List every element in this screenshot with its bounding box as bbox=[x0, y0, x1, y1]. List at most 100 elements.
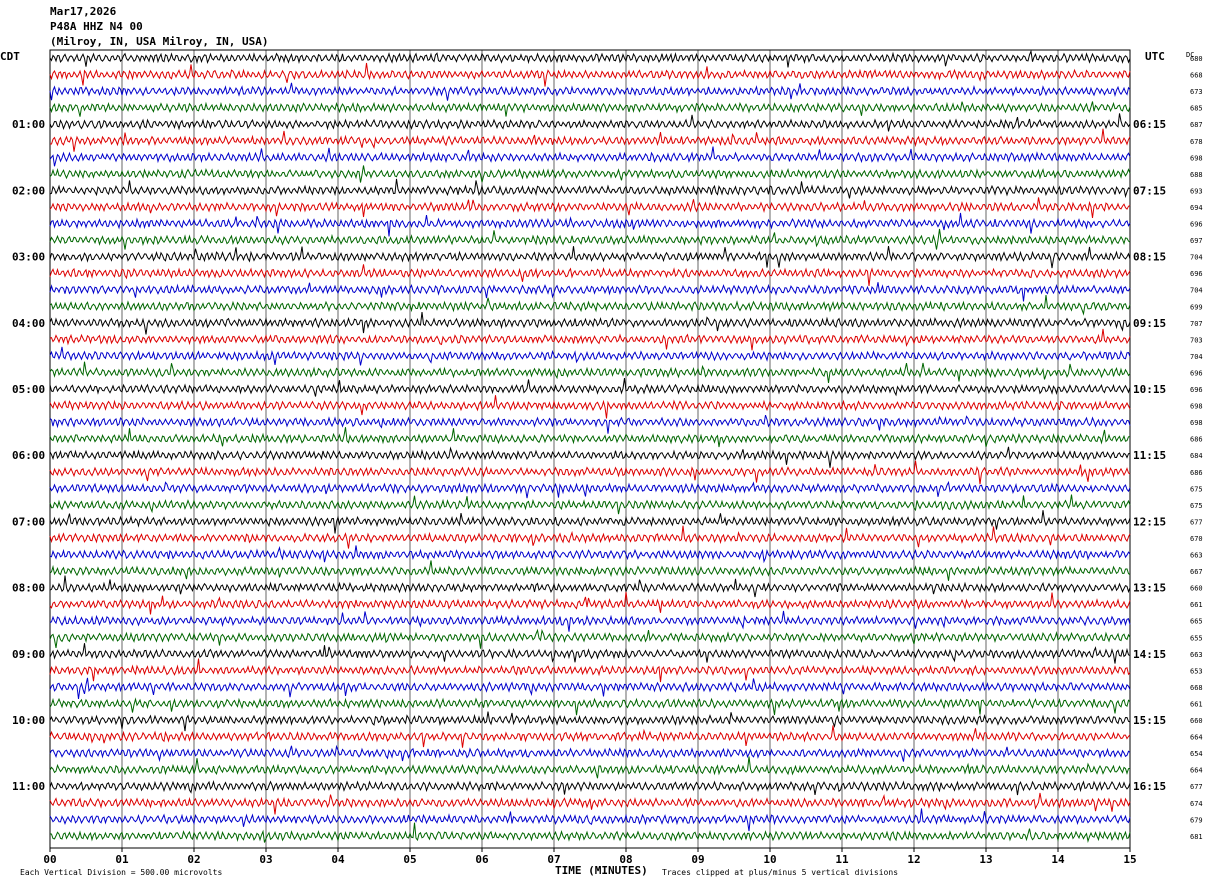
trace-group bbox=[49, 49, 1131, 844]
dc-offset-value: 678 bbox=[1190, 138, 1203, 146]
cdt-hour-label: 02:00 bbox=[12, 184, 45, 197]
seismic-trace bbox=[49, 146, 1131, 167]
utc-hour-label: 09:15 bbox=[1133, 317, 1166, 330]
seismic-trace bbox=[49, 113, 1131, 132]
seismic-trace bbox=[49, 446, 1131, 468]
seismic-trace bbox=[49, 427, 1131, 448]
seismic-trace bbox=[49, 480, 1131, 499]
x-tick-label: 12 bbox=[907, 853, 920, 866]
seismic-trace bbox=[49, 282, 1131, 302]
x-tick-label: 05 bbox=[403, 853, 416, 866]
utc-hour-label: 11:15 bbox=[1133, 449, 1166, 462]
dc-offset-value: 685 bbox=[1190, 105, 1203, 113]
seismic-trace bbox=[49, 346, 1131, 366]
x-tick-label: 13 bbox=[979, 853, 992, 866]
cdt-hour-label: 03:00 bbox=[12, 251, 45, 264]
dc-offset-value: 668 bbox=[1190, 72, 1203, 80]
cdt-hour-labels: 01:00 02:00 03:00 04:00 05:00 06:00 07:00 08:00… bbox=[12, 118, 45, 793]
cdt-hour-label: 06:00 bbox=[12, 449, 45, 462]
seismic-trace bbox=[49, 414, 1131, 434]
seismic-trace bbox=[49, 312, 1131, 335]
dc-offset-value: 665 bbox=[1190, 618, 1203, 626]
seismic-trace bbox=[49, 228, 1131, 250]
dc-offset-value: 674 bbox=[1190, 800, 1203, 808]
station-label: P48A HHZ N4 00 bbox=[50, 20, 143, 33]
seismic-trace bbox=[49, 294, 1131, 316]
utc-hour-labels: 06:15 07:15 08:15 09:15 10:15 11:15 12:15 13:15… bbox=[1133, 118, 1166, 793]
dc-offset-value: 664 bbox=[1190, 734, 1203, 742]
dc-offset-value: 663 bbox=[1190, 552, 1203, 560]
utc-hour-label: 07:15 bbox=[1133, 184, 1166, 197]
seismic-trace bbox=[49, 808, 1131, 832]
dc-offset-value: 686 bbox=[1190, 469, 1203, 477]
utc-hour-label: 14:15 bbox=[1133, 648, 1166, 661]
seismic-trace bbox=[49, 510, 1131, 534]
cdt-hour-label: 01:00 bbox=[12, 118, 45, 131]
x-tick-label: 08 bbox=[619, 853, 632, 866]
seismic-trace bbox=[49, 101, 1131, 117]
x-tick-label: 00 bbox=[43, 853, 56, 866]
dc-offset-value: 696 bbox=[1190, 221, 1203, 229]
seismic-trace bbox=[49, 545, 1131, 564]
cdt-hour-label: 07:00 bbox=[12, 515, 45, 528]
dc-offset-value: 687 bbox=[1190, 121, 1203, 129]
dc-offset-labels: 680 668 673 685 687 678 698 688 693 694 696 697 704 6… bbox=[1190, 55, 1203, 841]
seismic-trace bbox=[50, 128, 1131, 152]
dc-offset-value: 661 bbox=[1190, 700, 1203, 708]
dc-offset-value: 668 bbox=[1190, 684, 1203, 692]
seismic-trace bbox=[49, 643, 1131, 664]
clip-note: Traces clipped at plus/minus 5 vertical … bbox=[662, 868, 899, 877]
dc-column-label: DC bbox=[1186, 51, 1194, 59]
dc-offset-value: 670 bbox=[1190, 535, 1203, 543]
x-tick-label: 14 bbox=[1051, 853, 1065, 866]
seismic-trace bbox=[49, 822, 1131, 844]
seismic-trace bbox=[49, 82, 1131, 101]
cdt-hour-label: 05:00 bbox=[12, 383, 45, 396]
dc-offset-value: 704 bbox=[1190, 287, 1203, 295]
utc-hour-label: 10:15 bbox=[1133, 383, 1166, 396]
x-axis-ticks: 00 01 02 03 04 05 06 07 08 09 10 11 12 13 14 15 bbox=[43, 848, 1137, 866]
x-tick-label: 15 bbox=[1123, 853, 1136, 866]
dc-offset-value: 704 bbox=[1190, 254, 1203, 262]
seismic-trace bbox=[49, 460, 1131, 485]
dc-offset-value: 660 bbox=[1190, 585, 1203, 593]
seismic-trace bbox=[49, 378, 1131, 397]
dc-offset-value: 655 bbox=[1190, 634, 1203, 642]
seismic-trace bbox=[49, 725, 1131, 748]
dc-offset-value: 694 bbox=[1190, 204, 1203, 212]
dc-offset-value: 704 bbox=[1190, 353, 1203, 361]
dc-offset-value: 707 bbox=[1190, 320, 1203, 328]
x-tick-label: 02 bbox=[187, 853, 200, 866]
seismic-trace bbox=[49, 49, 1131, 68]
dc-offset-value: 660 bbox=[1190, 717, 1203, 725]
x-tick-label: 07 bbox=[547, 853, 560, 866]
x-tick-label: 10 bbox=[763, 853, 776, 866]
utc-hour-label: 06:15 bbox=[1133, 118, 1166, 131]
seismic-trace bbox=[49, 628, 1131, 649]
dc-offset-value: 681 bbox=[1190, 833, 1203, 841]
utc-axis-label: UTC bbox=[1145, 50, 1165, 63]
x-tick-label: 09 bbox=[691, 853, 704, 866]
dc-offset-value: 693 bbox=[1190, 187, 1203, 195]
dc-offset-value: 684 bbox=[1190, 452, 1203, 460]
cdt-hour-label: 08:00 bbox=[12, 582, 45, 595]
dc-offset-value: 698 bbox=[1190, 403, 1203, 411]
x-tick-label: 06 bbox=[475, 853, 489, 866]
dc-offset-value: 696 bbox=[1190, 270, 1203, 278]
seismic-trace bbox=[49, 246, 1131, 269]
date-label: Mar17,2026 bbox=[50, 5, 117, 18]
x-tick-label: 03 bbox=[259, 853, 272, 866]
seismic-trace bbox=[49, 792, 1131, 815]
dc-offset-value: 677 bbox=[1190, 783, 1203, 791]
cdt-hour-label: 11:00 bbox=[12, 780, 45, 793]
location-label: (Milroy, IN, USA Milroy, IN, USA) bbox=[50, 35, 269, 48]
scale-note: Each Vertical Division = 500.00 microvol… bbox=[20, 868, 223, 877]
dc-offset-value: 675 bbox=[1190, 485, 1203, 493]
dc-offset-value: 688 bbox=[1190, 171, 1203, 179]
seismic-trace bbox=[49, 361, 1131, 383]
seismic-trace bbox=[49, 395, 1131, 419]
utc-hour-label: 15:15 bbox=[1133, 714, 1166, 727]
dc-offset-value: 654 bbox=[1190, 750, 1203, 758]
dc-offset-value: 696 bbox=[1190, 386, 1203, 394]
seismic-trace bbox=[49, 212, 1131, 237]
